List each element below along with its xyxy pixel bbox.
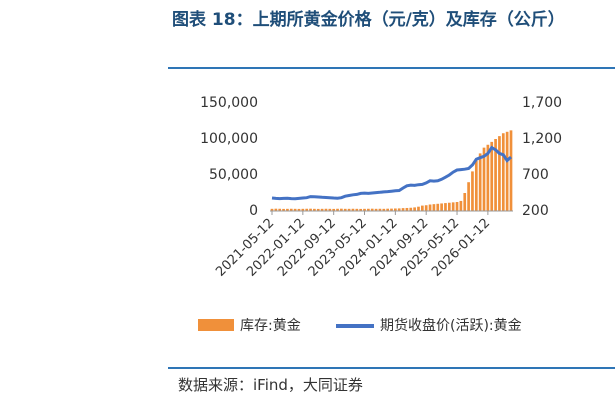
bar (444, 203, 447, 211)
bar (459, 200, 463, 211)
legend-label: 库存:黄金 (240, 317, 301, 334)
y-tick-label: 100,000 (200, 131, 258, 147)
bar (417, 206, 420, 211)
bar (347, 208, 351, 211)
bar (301, 208, 305, 211)
source: 数据来源：iFind，大同证券 (178, 376, 363, 394)
bar (324, 208, 328, 211)
bar (467, 182, 470, 211)
bar (363, 208, 366, 211)
bar (505, 131, 509, 211)
bar (413, 207, 416, 211)
bar (278, 208, 282, 211)
bar (282, 208, 285, 211)
bar (274, 208, 278, 211)
bar (293, 208, 297, 211)
y-tick-label: 50,000 (209, 167, 258, 183)
bar (289, 208, 293, 211)
bar (309, 208, 312, 211)
bar (397, 208, 401, 211)
bar (509, 130, 513, 211)
chart-title: 图表 18：上期所黄金价格（元/克）及库存（公斤） (172, 10, 565, 30)
bar (478, 153, 482, 211)
bar (374, 208, 378, 211)
bar (297, 208, 301, 211)
bar (498, 136, 501, 211)
bar (378, 208, 382, 211)
bar (367, 208, 370, 211)
bar (455, 202, 459, 211)
bar (482, 147, 486, 211)
bar (286, 208, 289, 211)
y2-tick-label: 1,200 (522, 131, 562, 147)
bar (447, 202, 451, 211)
bar (432, 204, 436, 211)
bar (428, 204, 432, 211)
bar (382, 208, 386, 211)
bar (405, 207, 409, 211)
bar (474, 160, 478, 211)
bar (486, 144, 490, 211)
y2-tick-label: 700 (522, 167, 549, 183)
bar (305, 208, 309, 211)
y2-tick-label: 1,700 (522, 95, 562, 111)
bar (343, 208, 347, 211)
bar (313, 208, 316, 211)
bar (359, 208, 363, 211)
bar (490, 141, 494, 211)
bar (440, 203, 443, 211)
y-tick-label: 0 (249, 203, 258, 219)
y2-tick-label: 200 (522, 203, 549, 219)
bar (320, 208, 324, 211)
bar (370, 208, 374, 211)
bar (471, 171, 474, 211)
bar (316, 208, 320, 211)
bar (328, 208, 332, 211)
bar (463, 193, 467, 211)
bar (494, 139, 497, 211)
bar (351, 208, 355, 211)
bar (355, 208, 359, 211)
legend-label: 期货收盘价(活跃):黄金 (380, 317, 522, 334)
legend-swatch (198, 319, 234, 331)
bar (409, 207, 413, 211)
bar (386, 208, 389, 211)
bar (270, 208, 274, 211)
bar (420, 205, 424, 211)
bar (390, 208, 393, 211)
bar (340, 208, 343, 211)
bar (451, 202, 455, 211)
bar (436, 203, 440, 211)
bar (394, 208, 397, 211)
bar (501, 133, 505, 211)
bar (336, 208, 339, 211)
bar (424, 205, 428, 211)
bar (332, 208, 336, 211)
line (271, 145, 513, 201)
y-tick-label: 150,000 (200, 95, 258, 111)
bar (401, 208, 405, 211)
